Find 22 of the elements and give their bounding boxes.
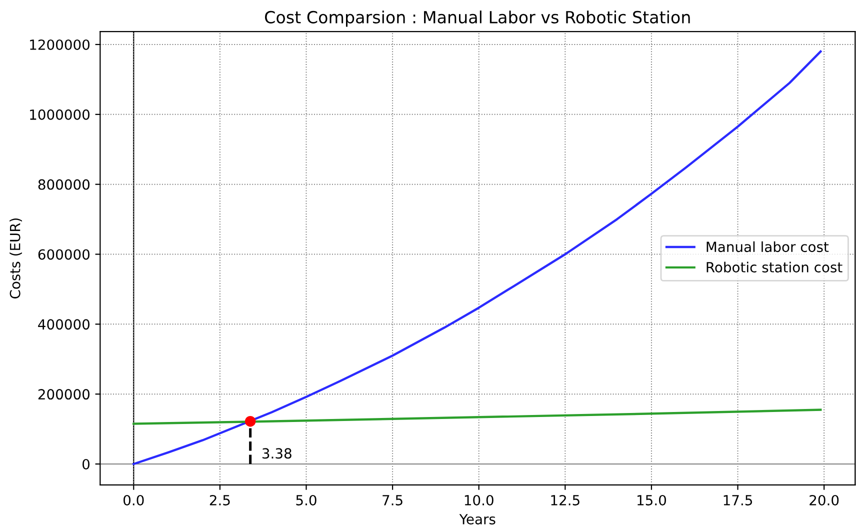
- chart-title: Cost Comparsion : Manual Labor vs Robotic Station: [265, 10, 690, 27]
- x-tick-label: 12.5: [551, 494, 580, 506]
- x-tick-label: 15.0: [638, 494, 666, 506]
- x-tick-label: 7.5: [382, 495, 402, 506]
- y-tick-label: 200000: [38, 389, 90, 400]
- x-tick-label: 0.0: [124, 494, 144, 506]
- legend-label: Robotic station cost: [706, 262, 842, 272]
- x-tick-label: 10.0: [464, 494, 494, 506]
- x-tick-label: 20.0: [810, 494, 839, 506]
- y-tick-label: 1000000: [30, 109, 90, 120]
- y-tick-label: 800000: [38, 179, 90, 190]
- x-axis-title: Years: [459, 514, 496, 524]
- y-tick-label: 1200000: [30, 39, 90, 50]
- x-tick-label: 17.5: [724, 495, 752, 506]
- annotation: 3.38: [262, 448, 292, 459]
- y-axis-title: Costs (EUR): [10, 218, 22, 298]
- y-tick-label: 400000: [38, 319, 90, 330]
- legend-label: Manual labor cost: [706, 241, 829, 252]
- y-tick-label: 600000: [38, 249, 90, 260]
- x-tick-label: 2.5: [210, 494, 230, 506]
- y-tick-label: 0: [82, 458, 90, 470]
- x-tick-label: 5.0: [296, 494, 316, 506]
